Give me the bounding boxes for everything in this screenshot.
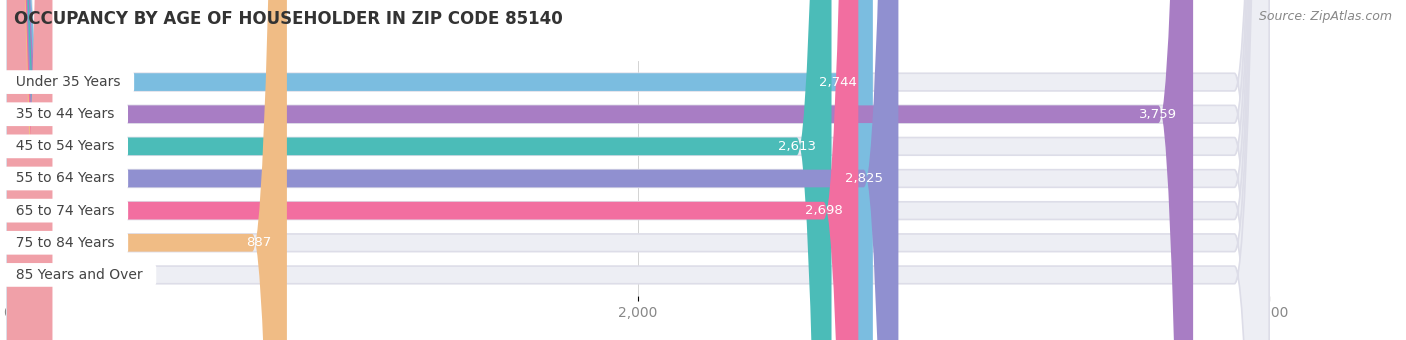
FancyBboxPatch shape xyxy=(7,0,1270,340)
Text: 75 to 84 Years: 75 to 84 Years xyxy=(7,236,124,250)
FancyBboxPatch shape xyxy=(7,0,52,340)
Text: 144: 144 xyxy=(77,268,103,282)
Text: 45 to 54 Years: 45 to 54 Years xyxy=(7,139,124,153)
FancyBboxPatch shape xyxy=(7,0,898,340)
FancyBboxPatch shape xyxy=(7,0,831,340)
Text: 2,698: 2,698 xyxy=(804,204,842,217)
Text: 2,613: 2,613 xyxy=(778,140,815,153)
Text: Under 35 Years: Under 35 Years xyxy=(7,75,129,89)
FancyBboxPatch shape xyxy=(7,0,1270,340)
FancyBboxPatch shape xyxy=(7,0,858,340)
FancyBboxPatch shape xyxy=(7,0,1270,340)
Text: 2,744: 2,744 xyxy=(820,75,858,89)
Text: 65 to 74 Years: 65 to 74 Years xyxy=(7,204,124,218)
FancyBboxPatch shape xyxy=(7,0,1270,340)
FancyBboxPatch shape xyxy=(7,0,1270,340)
Text: OCCUPANCY BY AGE OF HOUSEHOLDER IN ZIP CODE 85140: OCCUPANCY BY AGE OF HOUSEHOLDER IN ZIP C… xyxy=(14,10,562,28)
Text: 35 to 44 Years: 35 to 44 Years xyxy=(7,107,124,121)
Text: 3,759: 3,759 xyxy=(1139,108,1177,121)
Text: 55 to 64 Years: 55 to 64 Years xyxy=(7,171,124,186)
Text: 887: 887 xyxy=(246,236,271,249)
FancyBboxPatch shape xyxy=(7,0,1270,340)
Text: 85 Years and Over: 85 Years and Over xyxy=(7,268,152,282)
FancyBboxPatch shape xyxy=(7,0,873,340)
FancyBboxPatch shape xyxy=(7,0,1270,340)
Text: Source: ZipAtlas.com: Source: ZipAtlas.com xyxy=(1258,10,1392,23)
FancyBboxPatch shape xyxy=(7,0,1194,340)
FancyBboxPatch shape xyxy=(7,0,287,340)
Text: 2,825: 2,825 xyxy=(845,172,883,185)
